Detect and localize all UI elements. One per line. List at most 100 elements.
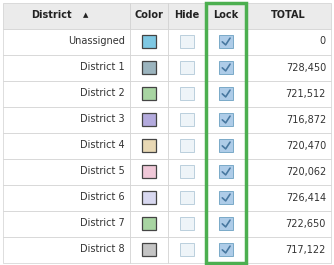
Bar <box>206 236 246 263</box>
Bar <box>246 236 331 263</box>
Text: District 8: District 8 <box>80 245 125 254</box>
Bar <box>168 2 206 29</box>
Bar <box>246 210 331 236</box>
Bar <box>168 55 206 81</box>
Bar <box>180 243 194 256</box>
Bar <box>206 132 246 158</box>
Bar <box>130 55 168 81</box>
Text: 717,122: 717,122 <box>286 245 326 254</box>
Bar <box>206 2 246 263</box>
Bar <box>142 243 156 256</box>
Bar <box>219 191 233 204</box>
Bar <box>130 184 168 210</box>
Bar <box>130 158 168 184</box>
Bar <box>180 35 194 48</box>
Bar <box>246 184 331 210</box>
Bar <box>168 236 206 263</box>
Text: 720,470: 720,470 <box>286 140 326 151</box>
Text: District 3: District 3 <box>80 114 125 125</box>
Text: 726,414: 726,414 <box>286 192 326 202</box>
Bar <box>219 217 233 230</box>
Text: 728,450: 728,450 <box>286 63 326 73</box>
Bar <box>206 210 246 236</box>
Bar <box>180 217 194 230</box>
Bar <box>219 87 233 100</box>
Bar <box>206 2 246 29</box>
Bar <box>206 184 246 210</box>
Text: 716,872: 716,872 <box>286 114 326 125</box>
Text: District 5: District 5 <box>80 166 125 176</box>
Bar <box>142 87 156 100</box>
Text: ▲: ▲ <box>83 12 88 19</box>
Bar <box>180 139 194 152</box>
Bar <box>3 158 130 184</box>
Bar <box>180 113 194 126</box>
Bar <box>180 191 194 204</box>
Bar <box>219 113 233 126</box>
Bar <box>206 107 246 132</box>
Bar <box>246 29 331 55</box>
Text: Unassigned: Unassigned <box>68 37 125 46</box>
Bar <box>142 165 156 178</box>
Bar <box>142 139 156 152</box>
Bar <box>246 2 331 29</box>
Bar <box>246 55 331 81</box>
Text: District 7: District 7 <box>80 219 125 228</box>
Bar <box>246 107 331 132</box>
Text: District 1: District 1 <box>80 63 125 73</box>
Bar <box>3 107 130 132</box>
Text: Hide: Hide <box>174 11 200 20</box>
Bar <box>130 81 168 107</box>
Text: 722,650: 722,650 <box>286 219 326 228</box>
Text: District: District <box>31 11 71 20</box>
Text: TOTAL: TOTAL <box>271 11 306 20</box>
Bar <box>130 236 168 263</box>
Bar <box>168 107 206 132</box>
Text: 721,512: 721,512 <box>286 89 326 99</box>
Bar <box>142 35 156 48</box>
Bar <box>3 55 130 81</box>
Bar <box>180 165 194 178</box>
Text: District 6: District 6 <box>80 192 125 202</box>
Bar <box>246 158 331 184</box>
Bar <box>206 81 246 107</box>
Bar <box>180 61 194 74</box>
Bar <box>219 61 233 74</box>
Bar <box>130 132 168 158</box>
Bar <box>168 210 206 236</box>
Bar <box>206 158 246 184</box>
Bar <box>3 29 130 55</box>
Bar <box>168 132 206 158</box>
Text: 720,062: 720,062 <box>286 166 326 176</box>
Bar <box>142 113 156 126</box>
Bar <box>246 132 331 158</box>
Text: District 4: District 4 <box>80 140 125 151</box>
Bar <box>130 107 168 132</box>
Bar <box>3 2 130 29</box>
Text: 0: 0 <box>320 37 326 46</box>
Bar <box>168 81 206 107</box>
Bar <box>130 2 168 29</box>
Bar <box>219 35 233 48</box>
Bar <box>3 132 130 158</box>
Bar <box>168 184 206 210</box>
Bar <box>142 217 156 230</box>
Bar <box>219 139 233 152</box>
Bar <box>3 210 130 236</box>
Bar <box>3 236 130 263</box>
Bar <box>3 81 130 107</box>
Bar <box>130 29 168 55</box>
Bar <box>168 29 206 55</box>
Text: Lock: Lock <box>213 11 238 20</box>
Text: Color: Color <box>135 11 163 20</box>
Bar <box>206 29 246 55</box>
Bar <box>219 165 233 178</box>
Bar <box>3 184 130 210</box>
Bar <box>142 191 156 204</box>
Text: District 2: District 2 <box>80 89 125 99</box>
Bar <box>168 158 206 184</box>
Bar <box>180 87 194 100</box>
Bar <box>130 210 168 236</box>
Bar <box>246 81 331 107</box>
Bar <box>219 243 233 256</box>
